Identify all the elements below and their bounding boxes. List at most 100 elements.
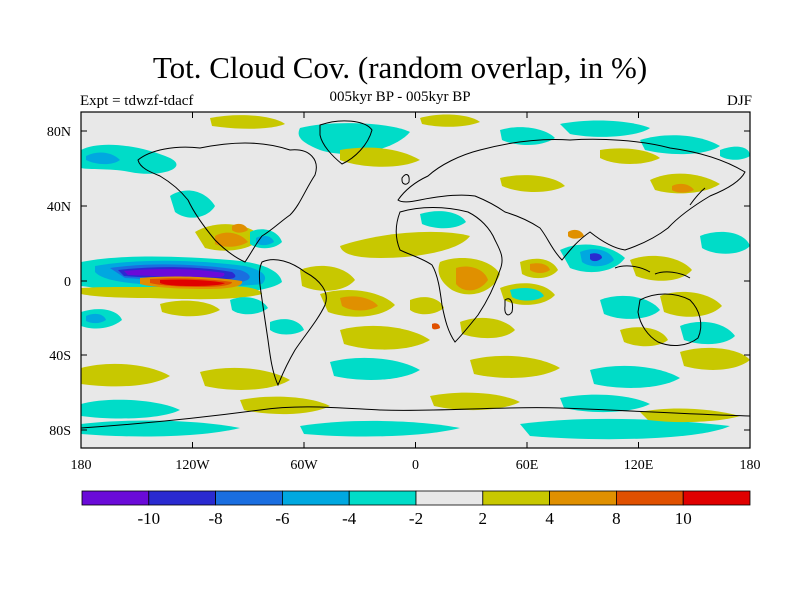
lon-tick-label: 60W	[290, 458, 318, 473]
lon-tick-label: 180	[71, 458, 92, 473]
anomaly-patch	[432, 323, 440, 330]
coastline-greenland	[319, 120, 373, 165]
anomaly-patch	[640, 135, 720, 155]
anomaly-patch	[560, 120, 650, 137]
anomaly-contours	[81, 114, 750, 440]
coastline-africa	[395, 207, 503, 343]
anomaly-patch	[568, 229, 584, 239]
colorbar-swatch	[215, 490, 283, 506]
anomaly-patch	[520, 418, 730, 440]
anomaly-patch	[630, 255, 692, 281]
anomaly-patch	[230, 297, 268, 315]
lon-tick-label: 60E	[516, 458, 539, 473]
anomaly-patch	[600, 295, 660, 319]
map-subtitle: 005kyr BP - 005kyr BP	[329, 89, 471, 105]
anomaly-patch	[620, 327, 668, 347]
colorbar-label: 2	[479, 509, 488, 528]
anomaly-patch	[215, 232, 248, 247]
coastline-madagascar	[504, 298, 513, 316]
anomaly-patch	[590, 365, 680, 388]
anomaly-patch	[200, 367, 290, 390]
season-label: DJF	[726, 93, 752, 109]
colorbar-swatch	[682, 490, 751, 506]
anomaly-patch	[456, 266, 488, 291]
anomaly-patch	[510, 288, 544, 301]
anomaly-patch	[270, 319, 304, 335]
lon-tick-label: 180	[740, 458, 761, 473]
colorbar-label: 8	[612, 509, 621, 528]
anomaly-patch	[232, 223, 248, 233]
anomaly-patch	[500, 175, 565, 192]
lon-tick-label: 120E	[624, 458, 654, 473]
lat-tick-label: 40S	[49, 349, 71, 364]
coastline-eurasia	[397, 138, 746, 261]
coastline-north-america	[137, 142, 317, 263]
anomaly-patch	[680, 347, 750, 370]
anomaly-patch	[86, 313, 106, 324]
colorbar-swatch	[281, 490, 350, 506]
anomaly-patch	[640, 408, 740, 423]
colorbar-swatch	[348, 490, 417, 506]
anomaly-patch	[420, 114, 480, 127]
anomaly-patch	[700, 231, 750, 254]
coastline-south-america	[258, 259, 327, 387]
map-axes: 180 120W 60W 0 60E 120E 180 80N 40N 0 40S 80S	[47, 112, 761, 473]
colorbar-label: -10	[137, 509, 160, 528]
colorbar-label: -6	[275, 509, 289, 528]
experiment-label: Expt = tdwzf-tdacf	[80, 93, 194, 109]
colorbar-swatch	[482, 490, 550, 506]
anomaly-patch	[81, 363, 170, 387]
colorbar-swatch	[415, 490, 484, 506]
anomaly-patch	[81, 285, 262, 300]
anomaly-patch	[170, 190, 215, 218]
coastline-uk	[401, 174, 410, 185]
anomaly-patch	[470, 355, 560, 378]
anomaly-patch	[160, 279, 225, 286]
coastline-indonesia	[614, 265, 691, 279]
anomaly-patch	[600, 148, 660, 164]
anomaly-patch	[340, 296, 378, 311]
colorbar: -10 -8 -6 -4 -2 2 4 8 10	[81, 490, 751, 528]
colorbar-swatch	[81, 490, 150, 506]
anomaly-patch	[298, 123, 410, 154]
anomaly-patch	[330, 357, 420, 380]
map-title: Tot. Cloud Cov. (random overlap, in %)	[152, 50, 648, 85]
anomaly-patch	[590, 253, 602, 262]
lat-tick-label: 40N	[47, 200, 71, 215]
lat-tick-label: 80N	[47, 125, 71, 140]
anomaly-patch	[650, 173, 720, 194]
anomaly-patch	[300, 265, 355, 291]
anomaly-patch	[680, 321, 735, 345]
lat-tick-label: 80S	[49, 424, 71, 439]
anomaly-patch	[660, 291, 722, 317]
anomaly-patch	[460, 317, 515, 339]
anomaly-patch	[86, 152, 120, 165]
colorbar-swatch	[549, 490, 617, 506]
anomaly-patch	[530, 263, 550, 273]
anomaly-patch	[500, 127, 555, 145]
colorbar-label: -4	[342, 509, 357, 528]
anomaly-patch	[340, 325, 430, 350]
coastline-australia	[637, 293, 702, 346]
colorbar-label: 10	[675, 509, 692, 528]
lat-tick-label: 0	[64, 275, 71, 290]
anomaly-patch	[672, 183, 694, 193]
anomaly-patch	[420, 211, 466, 229]
lon-tick-label: 120W	[175, 458, 210, 473]
anomaly-patch	[430, 392, 520, 411]
anomaly-patch	[210, 115, 285, 129]
colorbar-label: -2	[409, 509, 423, 528]
anomaly-patch	[340, 231, 470, 258]
anomaly-patch	[124, 268, 225, 278]
anomaly-patch	[81, 399, 180, 419]
anomaly-patch	[160, 300, 220, 317]
colorbar-label: 4	[545, 509, 554, 528]
coastline-antarctica	[81, 406, 750, 429]
anomaly-patch	[720, 146, 750, 160]
colorbar-swatch	[616, 490, 684, 506]
colorbar-swatch	[148, 490, 217, 506]
anomaly-patch	[300, 420, 460, 437]
anomaly-patch	[340, 147, 420, 167]
anomaly-patch	[560, 394, 650, 413]
